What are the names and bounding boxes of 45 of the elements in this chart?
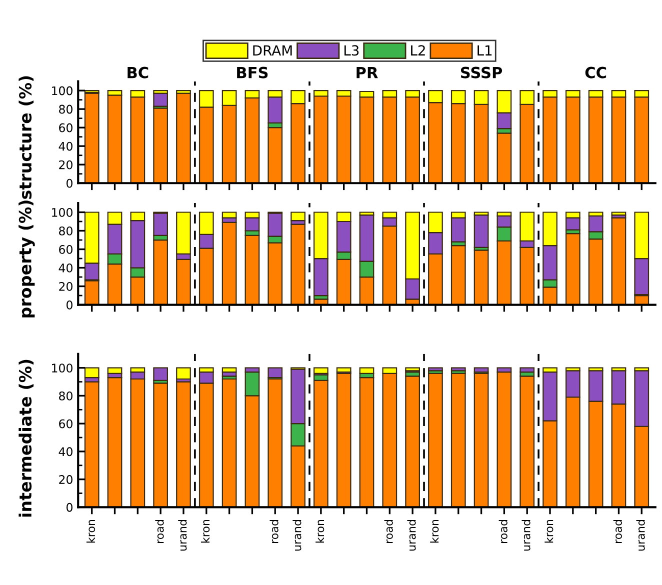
text: PR [356,67,378,78]
legend-label: L1 [478,45,492,56]
x-tick-label: road [155,520,164,543]
x-tick-label: road [270,520,278,543]
y-tick-label: 0 [66,178,72,188]
x-tick-label: urand [407,520,416,551]
x-tick-label: urand [636,520,645,551]
y-tick-label: 0 [66,300,72,310]
text: BFS [237,66,268,78]
y-tick-label: 40 [58,447,72,456]
y-tick-label: 100 [52,364,72,373]
y-tick-label: 60 [59,244,72,254]
x-tick-label: urand [178,520,187,551]
x-tick-label: urand [522,520,530,551]
y-tick-label: 20 [59,282,72,291]
y-axis-title: structure (%) [18,76,34,199]
y-tick-label: 20 [59,475,72,484]
text: CC [585,66,606,78]
legend-label: DRAM [253,45,292,56]
y-axis-title: property (%) [18,200,35,318]
x-tick-label: kron [201,520,210,543]
x-tick-label: kron [86,520,96,543]
x-tick-label: urand [292,520,302,551]
y-tick-label: 80 [59,104,72,114]
y-tick-label: 100 [52,208,72,217]
y-tick-label: 40 [58,142,72,151]
text: BC [128,66,148,78]
y-tick-label: 0 [66,502,72,512]
legend-label: L2 [411,45,425,56]
x-tick-label: road [613,520,622,543]
y-tick-label: 40 [58,263,72,272]
y-axis-title: intermediate (%) [18,360,34,517]
y-tick-label: 80 [59,226,72,236]
y-tick-label: 20 [59,160,72,170]
y-tick-label: 100 [52,86,72,96]
x-tick-label: road [384,520,393,543]
text: SSSP [460,66,502,78]
x-tick-label: kron [544,520,554,543]
x-tick-label: kron [316,520,324,543]
x-tick-label: kron [430,520,439,543]
y-tick-label: 80 [59,391,72,400]
y-tick-label: 60 [59,419,72,428]
legend-label: L3 [344,45,359,56]
x-tick-label: road [498,520,508,543]
y-tick-label: 60 [59,123,72,132]
